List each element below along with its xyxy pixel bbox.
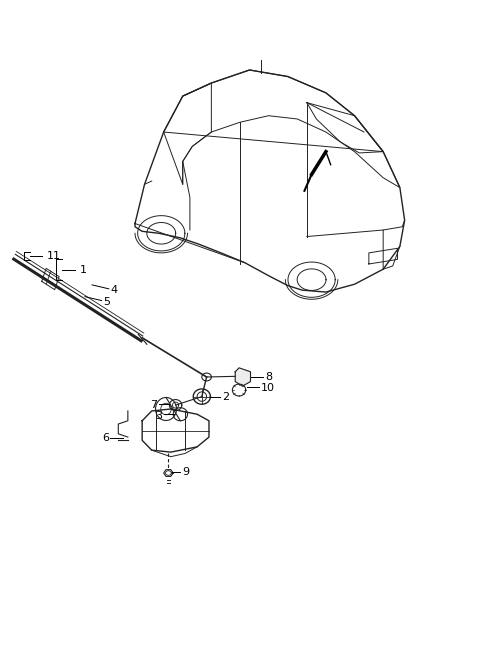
Text: 11: 11 xyxy=(47,251,61,261)
Text: 2: 2 xyxy=(222,392,229,401)
Text: 8: 8 xyxy=(265,372,272,382)
Text: 9: 9 xyxy=(182,466,189,477)
Text: 7: 7 xyxy=(150,400,157,410)
Text: 4: 4 xyxy=(110,285,117,295)
Text: 1: 1 xyxy=(80,265,87,275)
Text: 5: 5 xyxy=(103,297,110,307)
Polygon shape xyxy=(235,368,251,386)
Text: 3: 3 xyxy=(155,411,162,420)
Text: 6: 6 xyxy=(102,433,109,443)
Text: 10: 10 xyxy=(261,383,275,393)
